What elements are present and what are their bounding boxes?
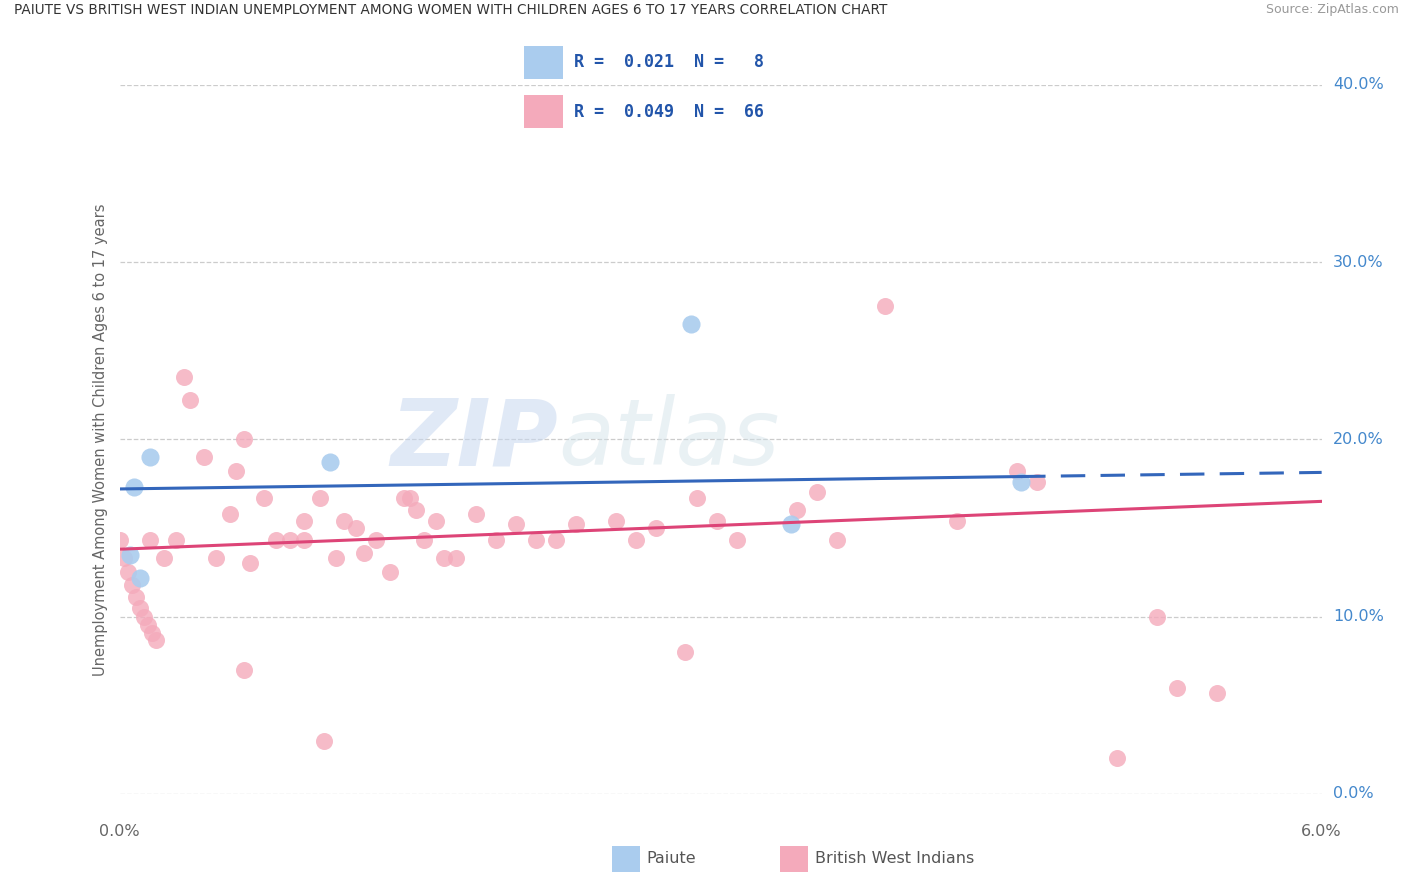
Point: [1107, 751, 1129, 765]
Point: [225, 464, 247, 478]
Text: R =  0.049  N =  66: R = 0.049 N = 66: [574, 103, 763, 120]
Text: 10.0%: 10.0%: [1333, 609, 1384, 624]
Point: [706, 514, 728, 528]
Text: 0.0%: 0.0%: [100, 824, 139, 838]
Point: [118, 548, 141, 562]
Point: [679, 317, 702, 331]
Point: [108, 533, 131, 548]
Text: 0.0%: 0.0%: [1333, 787, 1374, 801]
FancyBboxPatch shape: [524, 46, 562, 78]
Point: [485, 533, 508, 548]
Point: [946, 514, 969, 528]
Point: [685, 491, 707, 505]
Point: [605, 514, 627, 528]
Point: [179, 393, 201, 408]
Point: [433, 551, 456, 566]
Point: [112, 551, 135, 566]
Point: [292, 514, 315, 528]
Point: [806, 485, 828, 500]
Point: [873, 299, 896, 313]
Point: [312, 733, 335, 747]
Point: [725, 533, 748, 548]
Point: [264, 533, 287, 548]
Point: [292, 533, 315, 548]
Point: [524, 533, 547, 548]
Point: [779, 517, 801, 532]
Text: PAIUTE VS BRITISH WEST INDIAN UNEMPLOYMENT AMONG WOMEN WITH CHILDREN AGES 6 TO 1: PAIUTE VS BRITISH WEST INDIAN UNEMPLOYME…: [14, 3, 887, 17]
Text: atlas: atlas: [558, 394, 780, 484]
Point: [1206, 686, 1229, 700]
Point: [333, 514, 356, 528]
Point: [218, 507, 240, 521]
Point: [128, 600, 150, 615]
Text: 6.0%: 6.0%: [1302, 824, 1341, 838]
Point: [673, 645, 696, 659]
Point: [1005, 464, 1028, 478]
Point: [132, 609, 155, 624]
Point: [239, 557, 262, 571]
Point: [1146, 609, 1168, 624]
Point: [193, 450, 215, 464]
Point: [786, 503, 808, 517]
Point: [319, 455, 342, 469]
Point: [353, 546, 375, 560]
Point: [1026, 475, 1049, 489]
Point: [565, 517, 588, 532]
Point: [204, 551, 226, 566]
Point: [145, 632, 167, 647]
Point: [124, 590, 146, 604]
Point: [117, 566, 139, 580]
Point: [546, 533, 568, 548]
Point: [253, 491, 276, 505]
Point: [444, 551, 467, 566]
Point: [378, 566, 401, 580]
Y-axis label: Unemployment Among Women with Children Ages 6 to 17 years: Unemployment Among Women with Children A…: [93, 203, 108, 675]
Point: [413, 533, 436, 548]
Point: [1166, 681, 1188, 695]
Text: ZIP: ZIP: [391, 394, 558, 484]
Text: Source: ZipAtlas.com: Source: ZipAtlas.com: [1265, 3, 1399, 16]
Point: [344, 521, 367, 535]
Text: British West Indians: British West Indians: [815, 852, 974, 866]
Text: 40.0%: 40.0%: [1333, 78, 1384, 92]
Text: 30.0%: 30.0%: [1333, 254, 1384, 269]
Point: [128, 571, 150, 585]
Point: [121, 577, 143, 591]
Point: [399, 491, 422, 505]
Point: [141, 625, 163, 640]
Point: [1010, 475, 1032, 489]
Point: [152, 551, 174, 566]
Point: [232, 663, 254, 677]
Point: [138, 450, 160, 464]
Point: [465, 507, 488, 521]
Point: [405, 503, 427, 517]
Text: Paiute: Paiute: [647, 852, 696, 866]
Point: [392, 491, 415, 505]
Point: [232, 433, 254, 447]
Point: [165, 533, 187, 548]
Point: [425, 514, 447, 528]
Point: [645, 521, 668, 535]
Point: [825, 533, 848, 548]
Point: [138, 533, 160, 548]
Point: [364, 533, 387, 548]
Point: [136, 618, 159, 632]
Text: R =  0.021  N =   8: R = 0.021 N = 8: [574, 54, 763, 71]
Point: [122, 480, 145, 494]
Point: [505, 517, 527, 532]
Text: 20.0%: 20.0%: [1333, 432, 1384, 447]
Point: [308, 491, 332, 505]
Point: [325, 551, 347, 566]
Point: [173, 370, 195, 384]
FancyBboxPatch shape: [524, 95, 562, 128]
Point: [626, 533, 648, 548]
Point: [278, 533, 301, 548]
